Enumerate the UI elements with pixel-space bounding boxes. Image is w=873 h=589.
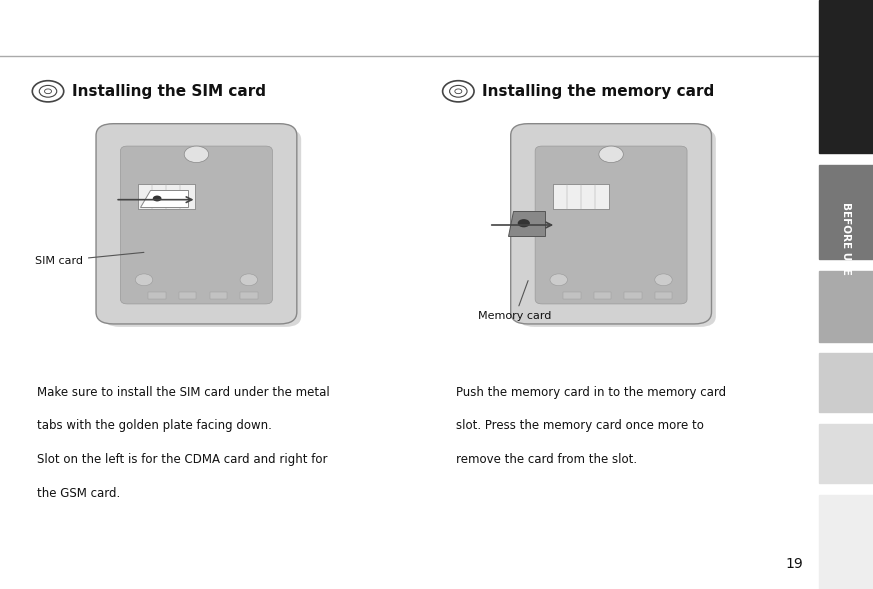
Circle shape	[135, 274, 153, 286]
Circle shape	[184, 146, 209, 163]
Bar	[553, 184, 609, 209]
Bar	[563, 292, 581, 299]
Circle shape	[240, 274, 258, 286]
Bar	[210, 292, 227, 299]
Bar	[819, 271, 873, 342]
Text: slot. Press the memory card once more to: slot. Press the memory card once more to	[456, 419, 704, 432]
Bar	[138, 184, 195, 209]
Bar	[624, 292, 642, 299]
FancyBboxPatch shape	[519, 129, 716, 327]
Text: 19: 19	[786, 557, 803, 571]
Text: remove the card from the slot.: remove the card from the slot.	[456, 453, 636, 466]
Bar	[819, 165, 873, 259]
Bar	[655, 292, 672, 299]
Bar	[240, 292, 258, 299]
Text: Make sure to install the SIM card under the metal: Make sure to install the SIM card under …	[37, 386, 329, 399]
Text: Installing the memory card: Installing the memory card	[482, 84, 714, 99]
Text: SIM card: SIM card	[35, 252, 144, 266]
Bar	[819, 353, 873, 412]
Text: Installing the SIM card: Installing the SIM card	[72, 84, 265, 99]
Polygon shape	[140, 190, 188, 207]
FancyBboxPatch shape	[96, 124, 297, 324]
Bar	[819, 424, 873, 483]
Bar	[819, 0, 873, 153]
Circle shape	[518, 219, 530, 227]
Polygon shape	[508, 211, 545, 236]
Text: Slot on the left is for the CDMA card and right for: Slot on the left is for the CDMA card an…	[37, 453, 327, 466]
Text: Memory card: Memory card	[478, 280, 552, 321]
FancyBboxPatch shape	[511, 124, 711, 324]
FancyBboxPatch shape	[104, 129, 301, 327]
Circle shape	[153, 196, 162, 201]
Bar	[148, 292, 166, 299]
Text: BEFORE USE: BEFORE USE	[841, 202, 850, 275]
Text: the GSM card.: the GSM card.	[37, 487, 120, 499]
Text: Push the memory card in to the memory card: Push the memory card in to the memory ca…	[456, 386, 725, 399]
FancyBboxPatch shape	[120, 146, 272, 304]
Bar	[179, 292, 196, 299]
Text: tabs with the golden plate facing down.: tabs with the golden plate facing down.	[37, 419, 272, 432]
Bar	[819, 495, 873, 589]
Circle shape	[655, 274, 672, 286]
Circle shape	[550, 274, 567, 286]
FancyBboxPatch shape	[535, 146, 687, 304]
Circle shape	[599, 146, 623, 163]
Bar	[594, 292, 611, 299]
